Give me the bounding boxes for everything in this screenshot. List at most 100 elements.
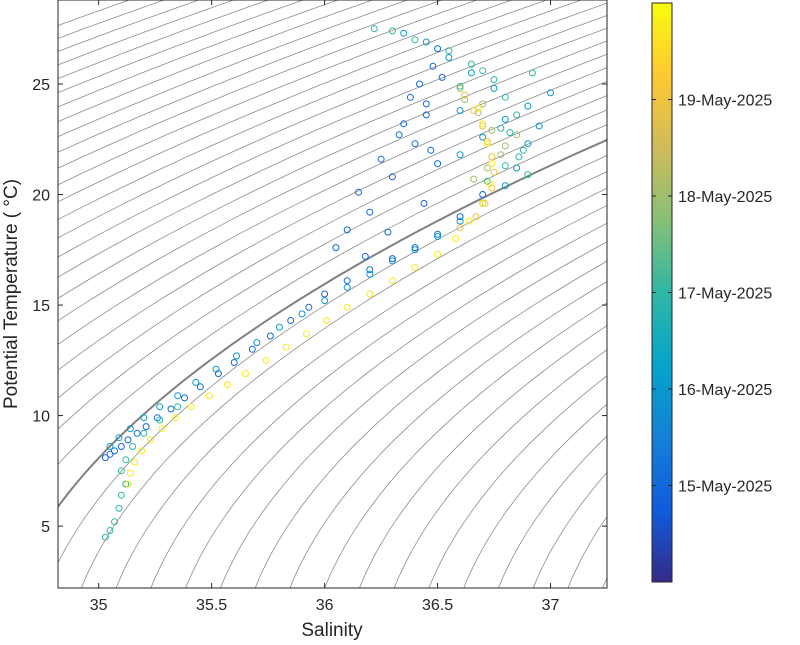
data-point — [470, 175, 478, 183]
data-point — [196, 383, 204, 391]
data-point — [205, 392, 213, 400]
data-point — [488, 160, 496, 168]
data-point — [230, 359, 238, 366]
data-point — [490, 84, 498, 92]
data-point — [513, 164, 521, 172]
data-point — [416, 80, 423, 88]
data-point — [253, 339, 261, 347]
density-contour — [58, 15, 607, 258]
data-point — [117, 467, 125, 475]
data-point — [124, 436, 132, 444]
data-points — [101, 25, 554, 541]
data-point — [366, 270, 374, 278]
data-point — [434, 230, 442, 238]
data-point — [343, 226, 351, 234]
data-point — [479, 122, 487, 130]
data-point — [181, 394, 188, 402]
density-contour — [58, 0, 478, 169]
data-point — [452, 235, 460, 243]
density-contour — [80, 171, 607, 588]
colorbar-tick-label: 19-May-2025 — [678, 93, 772, 110]
colorbar-tick-label: 16-May-2025 — [678, 382, 772, 399]
data-point — [486, 180, 493, 187]
data-point — [467, 60, 475, 68]
data-point — [411, 244, 419, 252]
density-contour — [358, 325, 607, 588]
density-contour — [602, 576, 607, 588]
data-point — [323, 317, 331, 324]
y-axis-ticks: 5 10 15 20 25 — [32, 77, 607, 536]
data-point — [106, 443, 114, 450]
data-point — [479, 67, 487, 75]
data-point — [156, 403, 164, 411]
data-point — [488, 153, 496, 161]
data-point — [172, 414, 179, 422]
data-point — [223, 381, 231, 389]
data-point — [174, 403, 182, 411]
data-point — [456, 82, 464, 90]
y-tick-label: 25 — [32, 77, 50, 94]
data-point — [456, 224, 464, 232]
data-point — [370, 25, 378, 33]
density-contour — [58, 27, 607, 278]
data-point — [361, 252, 369, 260]
data-point — [479, 133, 487, 141]
data-point — [384, 228, 392, 236]
data-point — [117, 491, 125, 499]
data-point — [483, 164, 491, 172]
data-point — [461, 96, 469, 103]
density-contour — [58, 0, 305, 94]
data-point — [445, 47, 453, 55]
data-point — [429, 62, 437, 70]
data-point — [427, 146, 435, 154]
data-point — [456, 107, 464, 114]
data-point — [501, 182, 509, 190]
data-point — [400, 29, 408, 37]
y-tick-label: 10 — [32, 409, 50, 426]
data-point — [355, 188, 362, 196]
data-point — [122, 456, 130, 464]
data-point — [445, 54, 453, 61]
data-point — [434, 250, 442, 258]
density-contour — [58, 109, 607, 430]
x-tick-label: 36 — [316, 597, 334, 614]
density-contour — [58, 81, 607, 371]
data-point — [126, 425, 134, 433]
x-tick-label: 35 — [90, 597, 108, 614]
data-point — [400, 120, 408, 128]
data-point — [126, 469, 134, 477]
density-contour — [498, 435, 607, 588]
data-point — [501, 162, 509, 170]
data-point — [497, 124, 505, 132]
data-point — [547, 89, 554, 97]
density-contour — [58, 155, 607, 564]
data-point — [513, 131, 521, 139]
data-point — [524, 102, 532, 110]
data-point — [106, 450, 114, 458]
data-point — [513, 111, 521, 119]
density-contour — [665, 0, 800, 610]
data-point — [524, 140, 532, 148]
data-point — [479, 191, 487, 198]
data-point — [488, 126, 496, 134]
data-point — [434, 160, 442, 168]
data-point — [461, 91, 469, 99]
data-point — [519, 146, 527, 154]
x-axis-ticks: 35 35.5 36 36.5 37 — [90, 0, 560, 614]
data-point — [147, 436, 155, 444]
data-point — [140, 414, 148, 422]
density-contour — [58, 0, 513, 186]
data-point — [388, 257, 396, 265]
data-point — [528, 69, 536, 77]
data-point — [388, 27, 396, 35]
data-point — [212, 365, 220, 373]
data-point — [535, 122, 543, 130]
data-point — [303, 330, 310, 338]
data-point — [456, 151, 464, 159]
data-point — [456, 84, 464, 92]
data-point — [420, 199, 428, 207]
data-point — [395, 131, 403, 139]
data-point — [117, 443, 125, 450]
data-point — [472, 213, 480, 221]
density-contour — [532, 471, 607, 588]
